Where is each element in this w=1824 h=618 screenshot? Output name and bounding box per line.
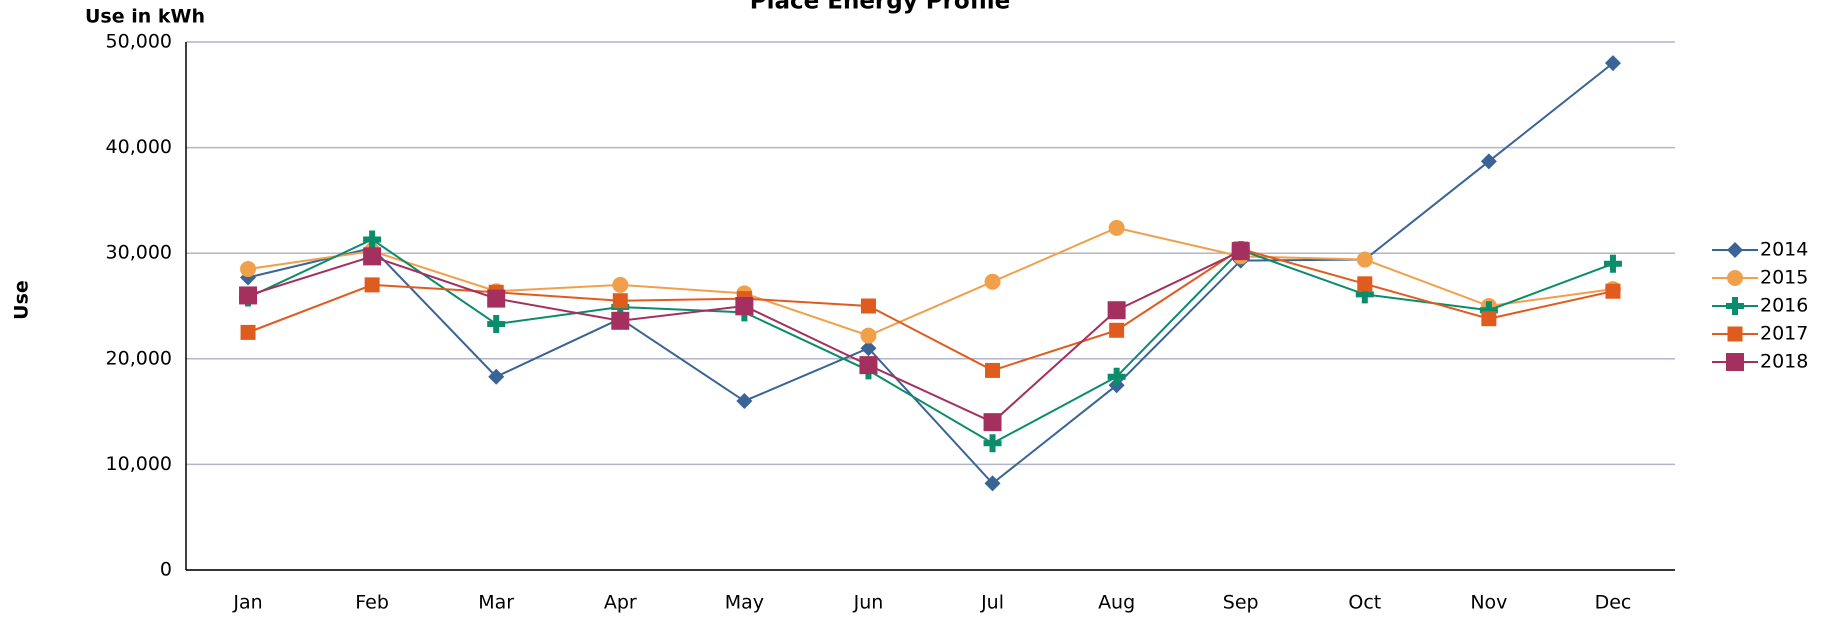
point: [860, 340, 877, 357]
legend-label: 2018: [1760, 351, 1808, 373]
x-tick-label: May: [725, 592, 764, 614]
legend-label: 2015: [1760, 267, 1808, 289]
x-tick-label: Feb: [355, 592, 389, 614]
point: [363, 247, 382, 266]
legend-label: 2014: [1760, 239, 1808, 261]
x-tick-label: Aug: [1098, 592, 1135, 614]
point: [612, 276, 629, 293]
point: [1727, 242, 1743, 258]
x-tick-label: Mar: [478, 592, 514, 614]
chart-title: Place Energy Profile: [750, 0, 1011, 15]
point: [860, 327, 877, 344]
point: [1727, 270, 1743, 286]
y-tick-label: 10,000: [106, 453, 172, 475]
point: [487, 289, 506, 308]
y-tick-label: 20,000: [106, 347, 172, 369]
point: [1479, 301, 1498, 320]
point: [1605, 283, 1621, 299]
point: [1356, 251, 1373, 268]
legend-label: 2016: [1760, 295, 1808, 317]
point: [1481, 311, 1497, 327]
y-unit-label: Use in kWh: [85, 6, 205, 28]
point: [985, 362, 1001, 378]
y-tick-label: 30,000: [106, 242, 172, 264]
x-tick-label: Dec: [1595, 592, 1632, 614]
series-line: [247, 62, 1614, 485]
y-tick-label: 0: [160, 559, 172, 581]
point: [1603, 254, 1622, 273]
point: [363, 230, 382, 249]
point: [239, 286, 258, 305]
x-tick-label: Nov: [1470, 592, 1507, 614]
y-axis-label: Use: [11, 280, 33, 320]
point: [1480, 153, 1497, 170]
point: [983, 434, 1002, 453]
x-tick-label: Jul: [980, 592, 1004, 614]
point: [860, 298, 876, 314]
point: [488, 368, 505, 385]
point: [612, 293, 628, 309]
point: [1604, 55, 1621, 72]
point: [364, 277, 380, 293]
point: [1107, 367, 1126, 386]
legend-label: 2017: [1760, 323, 1808, 345]
point: [735, 297, 754, 315]
point: [240, 261, 257, 278]
point: [736, 393, 753, 410]
point: [240, 324, 256, 340]
point: [611, 311, 630, 330]
point: [984, 273, 1001, 290]
series-line: [247, 238, 1614, 445]
point: [1726, 297, 1744, 315]
y-tick-label: 40,000: [106, 136, 172, 158]
point: [1357, 276, 1373, 292]
point: [487, 314, 506, 333]
point: [1107, 301, 1126, 320]
point: [983, 413, 1002, 432]
x-tick-label: Apr: [604, 592, 637, 614]
series-line: [247, 226, 1614, 337]
point: [859, 356, 878, 375]
y-tick-label: 50,000: [106, 31, 172, 53]
x-tick-label: Jun: [853, 592, 884, 614]
x-tick-label: Jan: [232, 592, 262, 614]
point: [1231, 242, 1250, 261]
point: [1109, 322, 1125, 338]
point: [1727, 326, 1743, 342]
point: [1726, 353, 1744, 371]
x-tick-label: Oct: [1348, 592, 1381, 614]
point: [984, 475, 1001, 492]
point: [1355, 285, 1374, 304]
point: [1108, 219, 1125, 236]
x-tick-label: Sep: [1223, 592, 1259, 614]
